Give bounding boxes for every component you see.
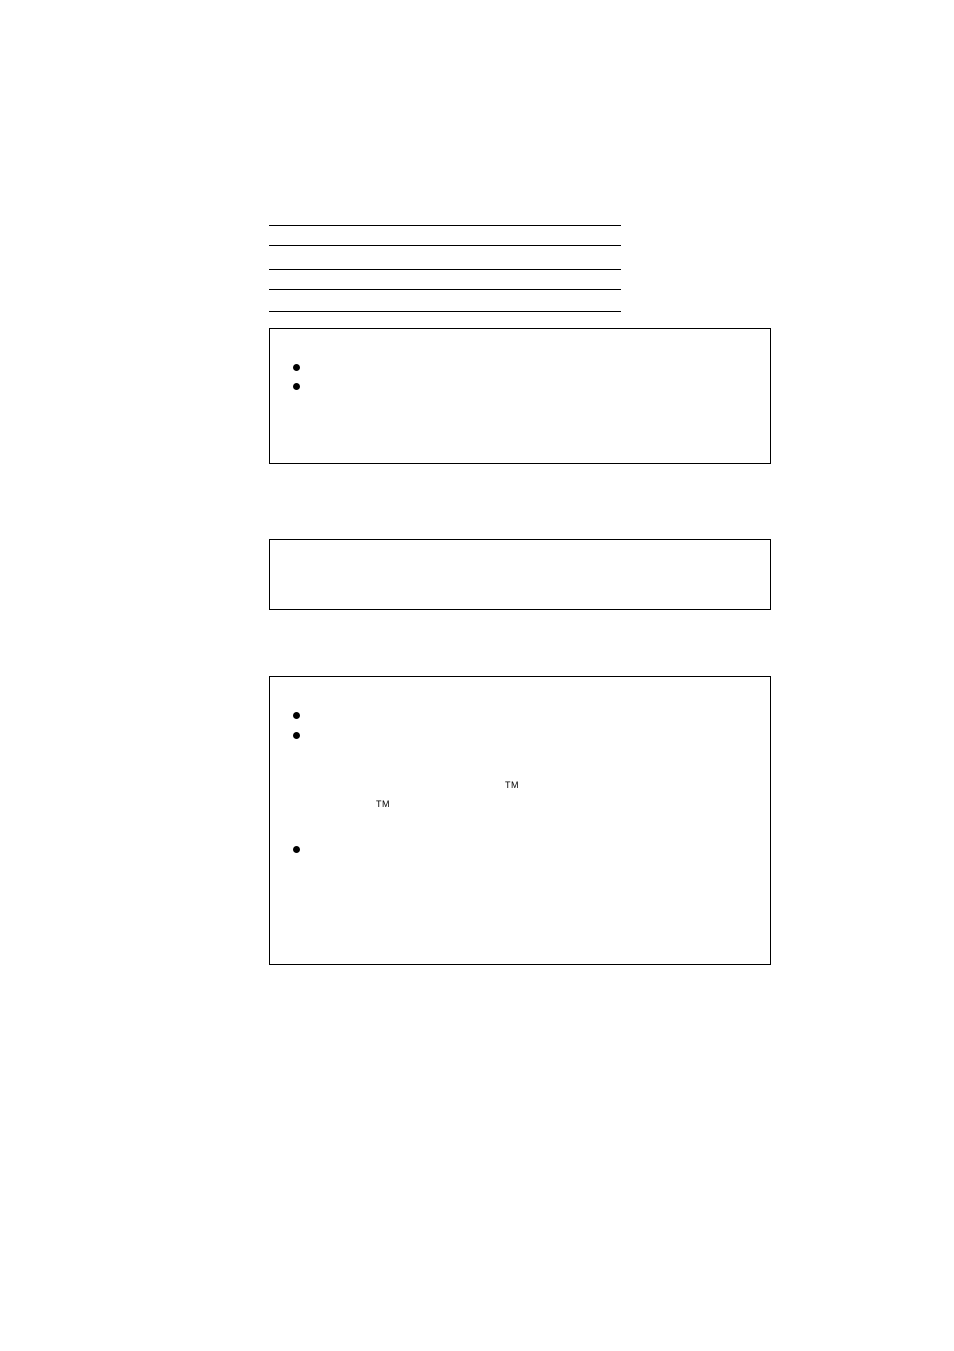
rule-4	[269, 289, 621, 290]
content-box-1	[269, 328, 771, 464]
bullet-icon	[293, 846, 300, 853]
rule-3	[269, 269, 621, 270]
content-box-2	[269, 539, 771, 610]
tm-label: TM	[505, 780, 519, 790]
bullet-icon	[293, 732, 300, 739]
content-box-3: TM TM	[269, 676, 771, 965]
bullet-icon	[293, 712, 300, 719]
bullet-icon	[293, 383, 300, 390]
rule-1	[269, 225, 621, 226]
rule-2	[269, 245, 621, 246]
bullet-icon	[293, 364, 300, 371]
rule-5	[269, 311, 621, 312]
tm-label: TM	[376, 799, 390, 809]
